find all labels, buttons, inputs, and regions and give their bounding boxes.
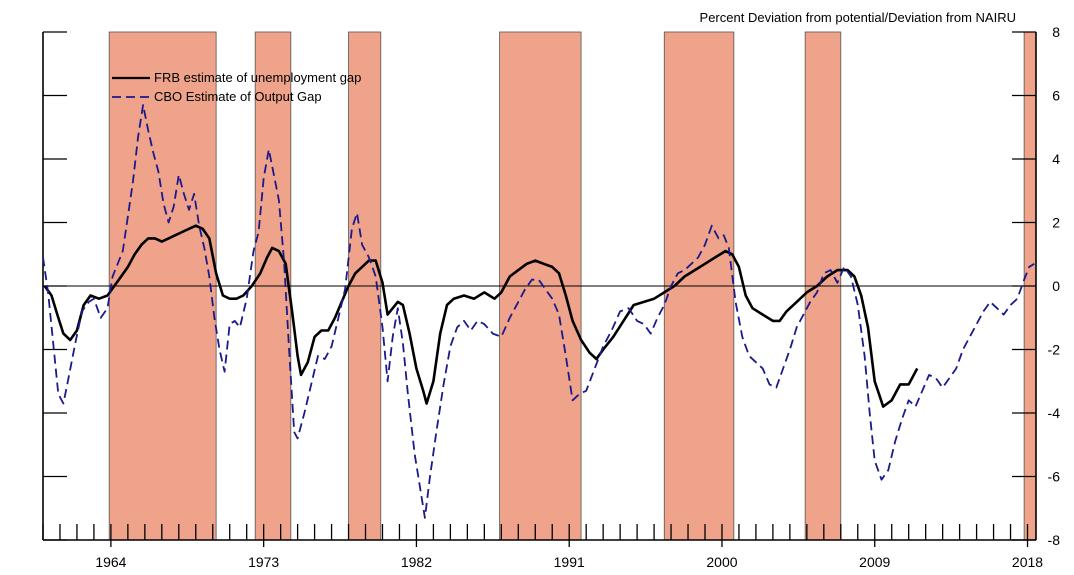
y-tick-label: -4 [1048, 405, 1061, 421]
y-tick-label: 2 [1052, 215, 1060, 231]
cbo-output-gap-line [42, 104, 1035, 519]
x-tick-label: 2018 [1012, 554, 1043, 570]
y-tick-label: -6 [1048, 469, 1061, 485]
x-tick-label: 1964 [95, 554, 126, 570]
y-tick-label: 8 [1052, 24, 1060, 40]
frb-unemployment-gap-line [43, 224, 919, 408]
series-lines-group [42, 104, 1035, 519]
y-tick-label: -2 [1048, 342, 1061, 358]
x-tick-label: 1982 [401, 554, 432, 570]
x-tick-label: 1991 [554, 554, 585, 570]
legend-label-frb: FRB estimate of unemployment gap [154, 70, 361, 85]
legend-label-cbo: CBO Estimate of Output Gap [154, 89, 322, 104]
y-tick-label: 6 [1052, 88, 1060, 104]
tick-labels-group: 8 6 4 2 0 -2 -4 -6 -8 1964 1973 1982 1991 2000 2009 201… [95, 24, 1060, 570]
legend: FRB estimate of unemployment gap CBO Est… [112, 70, 361, 104]
y-tick-label: -8 [1048, 532, 1061, 548]
axes-group [42, 31, 1037, 547]
x-tick-label: 2000 [706, 554, 737, 570]
x-tick-label: 2009 [859, 554, 890, 570]
y-tick-label: 4 [1052, 151, 1060, 167]
y-axis-label: Percent Deviation from potential/Deviati… [700, 10, 1016, 25]
y-tick-label: 0 [1052, 278, 1060, 294]
x-tick-label: 1973 [248, 554, 279, 570]
